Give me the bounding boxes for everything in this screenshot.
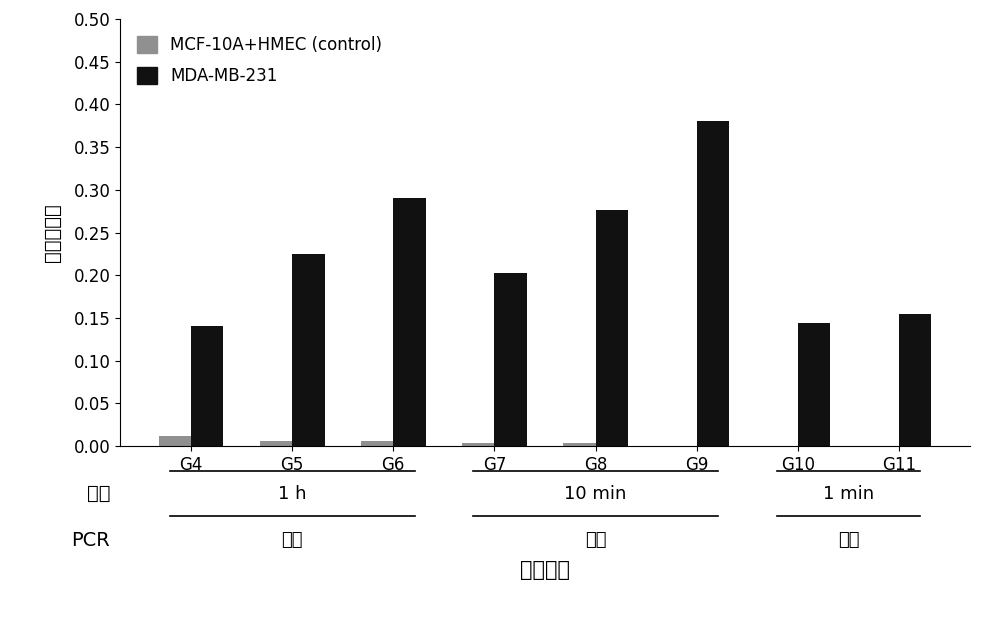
Bar: [159, 436, 191, 446]
Bar: [292, 254, 325, 446]
Bar: [798, 323, 830, 446]
Bar: [462, 443, 494, 446]
Text: 1 min: 1 min: [823, 485, 874, 503]
Text: 时间: 时间: [87, 484, 110, 503]
Text: 10 min: 10 min: [564, 485, 627, 503]
Bar: [260, 441, 292, 446]
Bar: [563, 443, 596, 446]
Bar: [899, 313, 931, 446]
Text: 1 h: 1 h: [278, 485, 306, 503]
Bar: [697, 120, 729, 446]
Text: PCR: PCR: [71, 531, 110, 550]
Bar: [191, 326, 223, 446]
Text: 正常: 正常: [281, 531, 303, 549]
Y-axis label: 切割百分比: 切割百分比: [43, 203, 62, 262]
Text: 正常: 正常: [838, 531, 859, 549]
Text: 筛选轮数: 筛选轮数: [520, 560, 570, 580]
Bar: [596, 210, 628, 446]
Text: 突变: 突变: [585, 531, 606, 549]
Bar: [494, 273, 527, 446]
Legend: MCF-10A+HMEC (control), MDA-MB-231: MCF-10A+HMEC (control), MDA-MB-231: [128, 27, 390, 94]
Bar: [361, 441, 393, 446]
Bar: [393, 198, 426, 446]
